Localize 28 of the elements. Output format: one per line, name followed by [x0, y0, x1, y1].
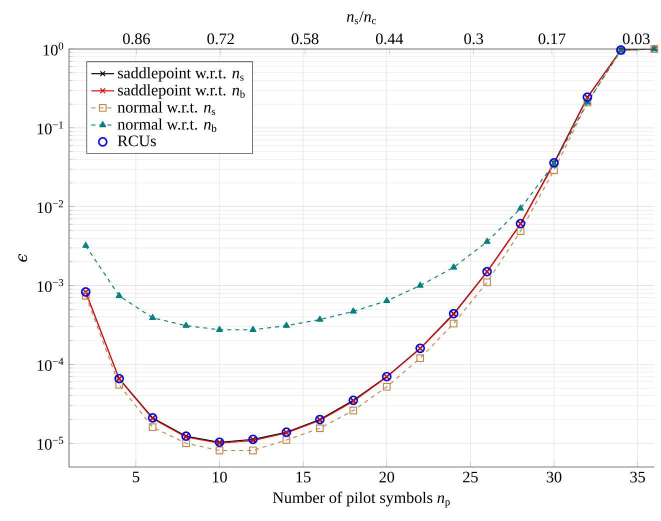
- y-tick-label: 10$^{0}$: [44, 42, 64, 56]
- y-tick-label: 10$^{−2}$: [38, 200, 64, 214]
- y-tick-label: 10$^{−3}$: [38, 279, 64, 292]
- legend-label: saddlepoint w.r.t. n$_{b}$: [118, 84, 245, 99]
- x2-tick-label: 0.3: [464, 33, 484, 44]
- legend-label: RCUs: [118, 136, 156, 146]
- x2-axis-title: n$_{s}$/n$_{c}$: [346, 11, 376, 24]
- x2-tick-label: 0.17: [538, 33, 566, 44]
- x2-tick-label: 0.44: [376, 33, 404, 44]
- y-tick-label: 10$^{−1}$: [38, 121, 63, 134]
- legend-label: normal w.r.t. n$_{s}$: [118, 101, 216, 115]
- x-tick-label: 35: [630, 472, 645, 482]
- x-tick-label: 20: [379, 472, 394, 482]
- x2-tick-label: 0.72: [207, 33, 234, 44]
- y-tick-label: 10$^{−4}$: [38, 358, 64, 371]
- x2-tick-label: 0.86: [123, 33, 150, 44]
- x-tick-label: 15: [296, 472, 311, 482]
- legend-label: saddlepoint w.r.t. n$_{s}$: [118, 67, 244, 82]
- x2-tick-label: 0.03: [622, 33, 650, 44]
- x-tick-label: 30: [546, 472, 562, 482]
- x2-tick-label: 0.58: [292, 33, 318, 44]
- y-tick-label: 10$^{−5}$: [38, 436, 64, 450]
- legend-label: normal w.r.t. n$_{b}$: [118, 118, 216, 132]
- x-tick-label: 25: [463, 472, 478, 482]
- x-axis-title: Number of pilot symbols n$_{p}$: [272, 492, 450, 508]
- x-tick-label: 5: [132, 472, 140, 482]
- y-axis-title: ϵ: [18, 254, 28, 262]
- x-tick-label: 10: [212, 472, 227, 482]
